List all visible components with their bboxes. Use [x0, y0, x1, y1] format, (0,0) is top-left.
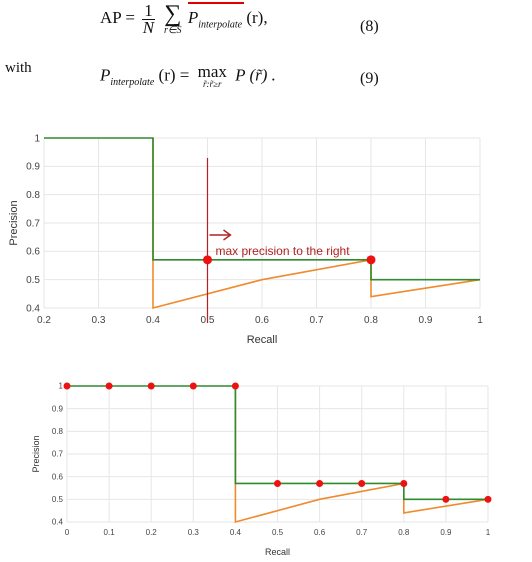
equation-9: Pinterpolate (r) = max r̃:r̃≥r P (r̃) . — [100, 62, 276, 89]
sum-subscript: r∈S — [163, 25, 182, 36]
rhs-expression: P (r̃) . — [235, 65, 276, 85]
y-tick-label: 0.4 — [26, 303, 40, 314]
x-tick-label: 0.2 — [37, 315, 51, 326]
x-tick-label: 0.7 — [310, 315, 324, 326]
y-tick-label: 1 — [34, 133, 40, 144]
x-tick-label: 0.3 — [188, 528, 200, 537]
x-tick-label: 0.7 — [356, 528, 368, 537]
lhs-argument: (r) — [158, 65, 176, 85]
term-argument: (r), — [246, 7, 268, 27]
y-axis-label: Precision — [31, 435, 41, 472]
data-point — [63, 382, 71, 390]
x-tick-label: 1 — [486, 528, 491, 537]
x-tick-label: 0.4 — [146, 315, 160, 326]
data-point — [366, 255, 376, 265]
max-label: max — [197, 62, 227, 81]
y-tick-label: 0.9 — [52, 404, 64, 413]
y-tick-label: 0.4 — [52, 518, 64, 527]
y-tick-label: 0.5 — [26, 275, 40, 286]
max-subscript: r̃:r̃≥r — [203, 79, 222, 89]
x-axis-label: Recall — [247, 334, 278, 346]
y-tick-label: 0.7 — [26, 218, 40, 229]
data-point — [147, 382, 155, 390]
y-tick-label: 0.9 — [26, 162, 40, 173]
data-point — [400, 479, 408, 487]
with-text: with — [5, 60, 32, 76]
y-tick-label: 0.5 — [52, 495, 64, 504]
y-tick-label: 0.8 — [26, 190, 40, 201]
x-tick-label: 0.3 — [92, 315, 106, 326]
data-point — [274, 479, 281, 487]
equation-number-9: (9) — [360, 70, 379, 87]
x-tick-label: 0.8 — [364, 315, 378, 326]
x-tick-label: 0.2 — [146, 528, 158, 537]
data-point — [484, 495, 492, 503]
y-tick-label: 1 — [59, 382, 64, 391]
data-point — [189, 382, 197, 390]
precision-line — [234, 386, 489, 524]
term-symbol: P — [187, 7, 199, 27]
y-tick-label: 0.7 — [52, 450, 64, 459]
lhs-subscript: interpolate — [110, 76, 155, 88]
max-operator: max r̃:r̃≥r — [197, 62, 227, 89]
lhs-symbol: P — [100, 65, 111, 85]
interpolated-precision-line — [44, 137, 480, 281]
x-tick-label: 0.4 — [230, 528, 242, 537]
x-tick-label: 0.1 — [104, 528, 116, 537]
interpolate-term: Pinterpolate — [187, 1, 245, 31]
y-tick-label: 0.8 — [52, 427, 64, 436]
x-tick-label: 0.9 — [440, 528, 452, 537]
y-tick-label: 0.6 — [26, 247, 40, 258]
fraction-denominator: N — [142, 17, 155, 37]
x-tick-label: 0 — [65, 528, 70, 537]
x-tick-label: 0.6 — [314, 528, 326, 537]
data-point — [203, 255, 212, 265]
data-point — [105, 382, 113, 390]
ap-symbol: AP — [100, 7, 122, 27]
data-point — [316, 479, 324, 487]
equation-8: AP = 1 N ∑ r∈S Pinterpolate (r), — [100, 0, 268, 37]
x-tick-label: 0.8 — [398, 528, 410, 537]
term-subscript: interpolate — [198, 19, 243, 31]
precision-recall-chart-2: 0.4 0.5 0.6 0.7 0.8 0.9 1 0 0.1 0.2 0.3 0.4 0.5 0.6 0.… — [31, 382, 492, 557]
data-point — [442, 495, 450, 503]
y-axis-label: Precision — [8, 200, 20, 245]
fraction-numerator: 1 — [142, 0, 155, 20]
data-point — [231, 382, 239, 390]
precision-recall-chart-1: 0.40.50.60.70.80.910.2 0.3 0.4 0.5 0.6 0.7 0.8… — [8, 133, 483, 346]
precision-line — [152, 138, 481, 310]
data-point — [358, 479, 366, 487]
x-tick-label: 0.5 — [272, 528, 284, 537]
x-tick-label: 0.6 — [255, 315, 269, 326]
x-tick-label: 1 — [477, 315, 483, 326]
arrow-right-icon — [223, 229, 232, 241]
annotation-label: max precision to the right — [216, 244, 351, 258]
y-tick-label: 0.6 — [52, 472, 64, 481]
fraction: 1 N — [142, 0, 155, 37]
x-axis-label: Recall — [265, 547, 290, 557]
sum-operator: ∑ r∈S — [163, 1, 182, 36]
x-tick-label: 0.9 — [419, 315, 433, 326]
overline-mark — [187, 1, 245, 4]
equation-number-8: (8) — [360, 18, 379, 35]
